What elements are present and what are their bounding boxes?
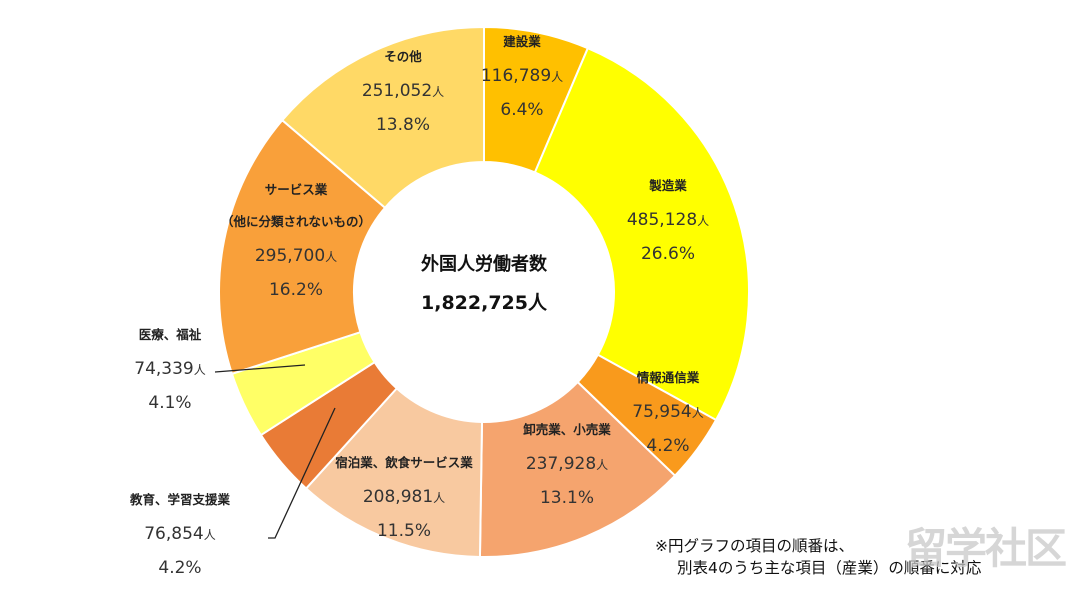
unit-label: 人 <box>193 363 206 377</box>
category-label: 教育、学習支援業 <box>129 492 231 507</box>
donut-slice-1 <box>533 46 750 422</box>
percent-label: 13.8% <box>375 115 431 135</box>
percent-label: 26.6% <box>640 244 696 264</box>
value-label: 76,854 <box>144 524 204 544</box>
category-label: 製造業 <box>649 178 687 193</box>
percent-label: 6.4% <box>500 100 544 120</box>
percent-label: 4.2% <box>646 436 690 456</box>
percent-label: 4.1% <box>148 393 192 413</box>
unit-label: 人 <box>432 85 445 99</box>
category-label: その他 <box>384 49 422 64</box>
category-label: 医療、福祉 <box>138 327 202 342</box>
slice-label-manufacturing: 製造業 485,128人 26.6% <box>627 176 709 266</box>
leader-line-medical <box>214 364 306 373</box>
footnote-line-2: 別表4のうち主な項目（産業）の順番に対応 <box>677 559 982 577</box>
percent-label: 13.1% <box>539 488 595 508</box>
center-title: 外国人労働者数 <box>421 254 547 275</box>
value-label: 295,700 <box>254 246 326 266</box>
donut-slice-8 <box>280 25 485 210</box>
percent-label: 4.2% <box>158 558 202 578</box>
center-total: 1,822,725人 <box>421 292 547 314</box>
slice-label-services: サービス業 （他に分類されないもの） 295,700人 16.2% <box>221 180 371 302</box>
slice-label-it: 情報通信業 75,954人 4.2% <box>632 368 704 458</box>
category-label: 卸売業、小売業 <box>523 422 611 437</box>
value-label: 116,789 <box>480 66 552 86</box>
unit-label: 人 <box>433 491 446 505</box>
value-label: 237,928 <box>525 454 597 474</box>
unit-label: 人 <box>596 458 609 472</box>
slice-label-retail: 卸売業、小売業 237,928人 13.1% <box>523 420 611 510</box>
percent-label: 11.5% <box>376 521 432 541</box>
unit-label: 人 <box>551 70 564 84</box>
category-sublabel: （他に分類されないもの） <box>220 214 372 229</box>
leader-line-education <box>268 407 336 539</box>
slice-label-medical: 医療、福祉 74,339人 4.1% <box>134 325 206 415</box>
watermark: 留学社区 <box>905 524 1067 573</box>
unit-label: 人 <box>325 250 338 264</box>
slice-label-hospitality: 宿泊業、飲食サービス業 208,981人 11.5% <box>335 453 473 543</box>
value-label: 208,981 <box>362 487 434 507</box>
category-label: 建設業 <box>503 34 541 49</box>
donut-slice-3 <box>478 380 677 558</box>
unit-label: 人 <box>691 406 704 420</box>
value-label: 251,052 <box>361 81 433 101</box>
unit-label: 人 <box>203 528 216 542</box>
value-label: 75,954 <box>632 402 692 422</box>
category-label: 情報通信業 <box>636 370 700 385</box>
slice-label-education: 教育、学習支援業 76,854人 4.2% <box>130 490 230 580</box>
value-label: 485,128 <box>626 210 698 230</box>
donut-slice-7 <box>218 118 387 376</box>
category-label: 宿泊業、飲食サービス業 <box>335 455 473 470</box>
donut-slice-4 <box>304 386 484 558</box>
unit-label: 人 <box>697 214 710 228</box>
slice-label-other: その他 251,052人 13.8% <box>362 47 444 137</box>
footnote-line-1: ※円グラフの項目の順番は、 <box>655 537 854 555</box>
percent-label: 16.2% <box>268 280 324 300</box>
footnote: ※円グラフの項目の順番は、 別表4のうち主な項目（産業）の順番に対応 <box>655 535 981 579</box>
slice-label-construction: 建設業 116,789人 6.4% <box>481 32 563 122</box>
value-label: 74,339 <box>134 359 194 379</box>
category-label: サービス業 <box>264 182 328 197</box>
